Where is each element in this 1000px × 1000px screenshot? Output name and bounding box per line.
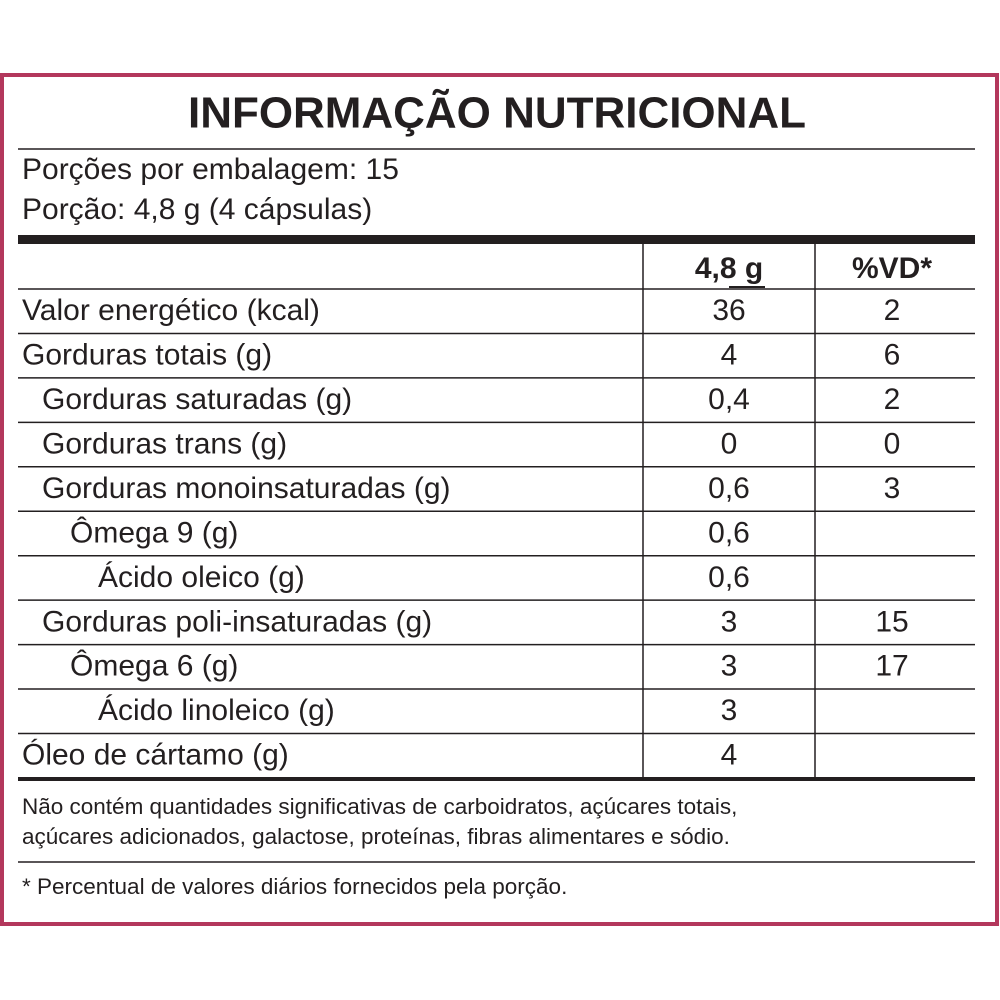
nutrient-name: Óleo de cártamo (g)	[22, 739, 289, 772]
amount: 4	[721, 339, 738, 372]
serving-size: Porção: 4,8 g (4 cápsulas)	[22, 193, 372, 226]
nutrient-name: Ômega 6 (g)	[70, 649, 238, 683]
amount: 0,6	[708, 516, 750, 549]
nutrient-name: Ômega 9 (g)	[70, 515, 238, 549]
label-border	[0, 73, 999, 926]
amount: 3	[721, 694, 738, 727]
nutrient-name: Gorduras trans (g)	[42, 427, 287, 460]
nutrient-name: Gorduras saturadas (g)	[42, 383, 352, 416]
daily-value: 2	[884, 294, 901, 327]
amount: 0,6	[708, 561, 750, 594]
footnote: açúcares adicionados, galactose, proteín…	[22, 824, 730, 849]
thick-divider	[18, 235, 975, 244]
nutrient-name: Valor energético (kcal)	[22, 294, 320, 327]
amount: 0,4	[708, 383, 750, 416]
daily-value: 3	[884, 472, 901, 505]
amount: 36	[712, 294, 745, 327]
daily-value: 0	[884, 427, 901, 460]
footnote: * Percentual de valores diários fornecid…	[22, 874, 567, 899]
nutrient-name: Gorduras monoinsaturadas (g)	[42, 472, 451, 505]
column-header: 4,8 g	[695, 252, 763, 285]
daily-value: 2	[884, 383, 901, 416]
nutrient-name: Gorduras totais (g)	[22, 339, 272, 372]
daily-value: 17	[875, 650, 908, 683]
thick-divider	[18, 777, 975, 781]
servings-per-package: Porções por embalagem: 15	[22, 153, 399, 186]
footnote: Não contém quantidades significativas de…	[22, 794, 737, 819]
title: INFORMAÇÃO NUTRICIONAL	[188, 88, 806, 138]
daily-value: 6	[884, 339, 901, 372]
nutrient-name: Gorduras poli-insaturadas (g)	[42, 605, 432, 638]
nutrient-name: Ácido oleico (g)	[98, 561, 305, 594]
amount: 0	[721, 427, 738, 460]
amount: 4	[721, 739, 738, 772]
amount: 0,6	[708, 472, 750, 505]
column-header: %VD*	[852, 252, 932, 285]
amount: 3	[721, 605, 738, 638]
amount: 3	[721, 650, 738, 683]
daily-value: 15	[875, 605, 908, 638]
nutrient-name: Ácido linoleico (g)	[98, 694, 335, 727]
